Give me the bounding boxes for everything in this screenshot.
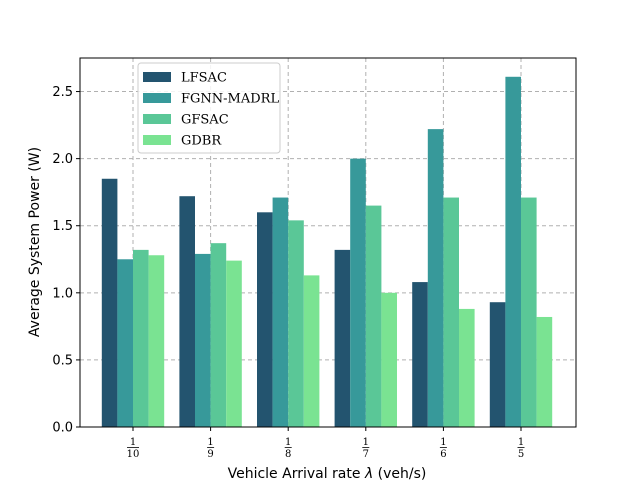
x-tick-numerator: 1 (285, 437, 291, 448)
legend-entry: GDBR (143, 134, 222, 149)
bar-gfsac (443, 197, 459, 427)
x-axis-label: Vehicle Arrival rate λ (veh/s) (228, 466, 427, 480)
legend: LFSAC FGNN-MADRL GFSAC GDBR (137, 62, 281, 154)
legend-swatch (143, 72, 171, 82)
bar-fgnn-madrl (195, 253, 211, 427)
bar-fgnn-madrl (117, 259, 133, 427)
x-tick-label: 16 (439, 437, 447, 460)
legend-label: LFSAC (181, 71, 227, 86)
x-tick-denominator: 7 (363, 449, 369, 460)
x-tick-label: 17 (362, 437, 370, 460)
x-tick-numerator: 1 (130, 437, 136, 448)
legend-swatch (143, 135, 171, 145)
bar-gfsac (133, 249, 149, 427)
bar-gfsac (210, 243, 227, 427)
x-tick-denominator: 9 (207, 449, 213, 460)
bar-fgnn-madrl (505, 76, 521, 427)
bar-gdbr (381, 292, 397, 427)
x-tick-label: 18 (284, 437, 292, 460)
legend-swatch (143, 93, 171, 103)
y-tick-label: 1.5 (52, 219, 73, 234)
x-tick-label: 15 (517, 437, 525, 460)
x-tick-label: 19 (207, 437, 215, 460)
legend-label: GDBR (181, 134, 222, 149)
x-tick-denominator: 6 (440, 449, 446, 460)
bar-gfsac (521, 197, 537, 427)
bar-gfsac (288, 220, 304, 427)
legend-swatch (143, 114, 171, 124)
bar-lfsac (179, 196, 195, 427)
bar-lfsac (334, 249, 351, 427)
legend-label: FGNN-MADRL (181, 92, 279, 107)
x-tick-denominator: 5 (518, 449, 524, 460)
x-tick-denominator: 10 (127, 449, 140, 460)
bar-lfsac (489, 302, 506, 427)
bar-gfsac (365, 205, 382, 427)
bars (101, 76, 553, 428)
y-tick-label: 0.0 (52, 421, 73, 436)
bar-gdbr (303, 275, 320, 427)
x-tick-numerator: 1 (518, 437, 524, 448)
legend-entry: GFSAC (143, 113, 229, 128)
x-tick-label: 110 (127, 437, 140, 460)
legend-label: GFSAC (181, 113, 229, 128)
x-tick-denominator: 8 (285, 449, 291, 460)
legend-entry: FGNN-MADRL (143, 92, 279, 107)
bar-gdbr (536, 316, 553, 427)
bar-lfsac (257, 212, 273, 427)
y-tick-label: 2.5 (52, 85, 73, 100)
bar-lfsac (412, 282, 428, 427)
plot-frame (79, 57, 577, 428)
bar-fgnn-madrl (427, 129, 444, 427)
bar-fgnn-madrl (272, 197, 289, 427)
bar-gdbr (459, 308, 475, 427)
bar-gdbr (226, 260, 242, 427)
y-tick-label: 2.0 (52, 152, 73, 167)
bar-gdbr (148, 255, 165, 427)
y-axis-label: Average System Power (W) (27, 147, 43, 337)
legend-entry: LFSAC (143, 71, 227, 86)
y-axis-ticks: 0.0 0.5 1.0 1.5 2.0 2.5 (52, 85, 80, 436)
bar-lfsac (101, 178, 118, 427)
bar-fgnn-madrl (350, 158, 366, 428)
x-tick-numerator: 1 (363, 437, 369, 448)
legend-box (137, 62, 281, 154)
x-tick-numerator: 1 (207, 437, 213, 448)
y-tick-label: 1.0 (52, 286, 73, 301)
y-tick-label: 0.5 (52, 353, 73, 368)
x-tick-numerator: 1 (440, 437, 446, 448)
